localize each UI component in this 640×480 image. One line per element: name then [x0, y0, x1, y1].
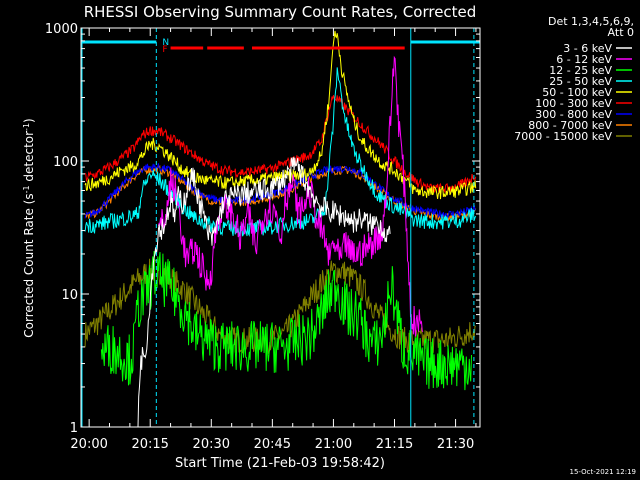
axis-ticks: 20:00 20:15 20:30 20:45 21:00 21:15 21:30 1 10 10… — [45, 22, 480, 452]
x-tick-label: 21:00 — [315, 437, 352, 452]
y-label-part: ) — [22, 118, 36, 123]
timestamp: 15-Oct-2021 12:19 — [570, 468, 636, 476]
series-line-12-25-keV — [100, 250, 472, 391]
legend-label: 6 - 12 keV — [556, 53, 612, 66]
plot-area: NF — [81, 28, 480, 427]
legend-label: 300 - 800 keV — [535, 108, 612, 121]
x-axis-label: Start Time (21-Feb-03 19:58:42) — [175, 456, 385, 471]
legend-label: 50 - 100 keV — [542, 86, 612, 99]
x-tick-label: 21:30 — [437, 437, 474, 452]
plot-frame — [80, 27, 481, 428]
x-tick-label: 20:00 — [70, 437, 107, 452]
legend-label: 12 - 25 keV — [549, 64, 612, 77]
y-label-superscript: -1 — [22, 123, 31, 131]
x-tick-label: 20:45 — [254, 437, 291, 452]
legend-label: 100 - 300 keV — [535, 97, 612, 110]
x-tick-label: 21:15 — [376, 437, 413, 452]
legend-label: 25 - 50 keV — [549, 75, 612, 88]
x-tick-label: 20:30 — [193, 437, 230, 452]
series-line-25-50-keV — [84, 67, 477, 238]
legend-header-line: Att 0 — [608, 26, 634, 39]
y-tick-label: 10 — [61, 288, 78, 303]
y-label-superscript: -1 — [22, 185, 31, 193]
x-tick-label: 20:15 — [131, 437, 168, 452]
night-flag-label: N — [162, 38, 169, 48]
y-tick-label: 1 — [70, 421, 78, 436]
y-axis-label: Corrected Count Rate (s-1 detector-1) — [22, 118, 37, 337]
legend-header-line: Det 1,3,4,5,6,9, — [548, 15, 634, 28]
y-tick-label: 100 — [53, 155, 78, 170]
chart-title: RHESSI Observing Summary Count Rates, Co… — [84, 3, 477, 21]
y-label-part: Corrected Count Rate (s — [22, 193, 36, 337]
legend-label: 3 - 6 keV — [563, 42, 612, 55]
y-tick-label: 1000 — [45, 22, 78, 37]
legend-label: 800 - 7000 keV — [528, 119, 612, 132]
y-label-part: detector — [22, 131, 36, 186]
series-line-50-100-keV — [84, 30, 477, 200]
series-line-3-6-keV — [137, 156, 391, 427]
legend-label: 7000 - 15000 keV — [514, 130, 612, 143]
flare-flag-label: F — [162, 45, 167, 55]
